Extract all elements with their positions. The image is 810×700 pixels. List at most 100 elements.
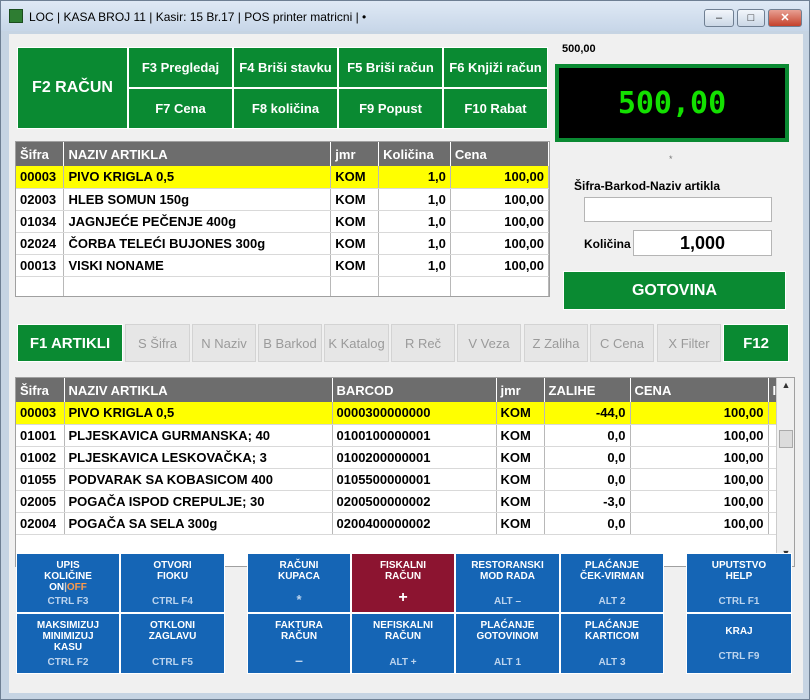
status-dot: *	[669, 154, 673, 164]
col-naziv[interactable]: NAZIV ARTIKLA	[64, 378, 333, 402]
cell-sifra: 02024	[16, 232, 65, 255]
upis-kolicine-button[interactable]: UPIS KOLIČINE ON|OFF CTRL F3	[16, 553, 120, 613]
col-cena[interactable]: Cena	[450, 142, 549, 166]
close-button[interactable]: ✕	[768, 9, 802, 27]
scroll-up-arrow-icon[interactable]: ▲	[781, 380, 791, 390]
maximize-button[interactable]: □	[737, 9, 765, 27]
rabat-button[interactable]: F10 Rabat	[443, 88, 548, 129]
fiskalni-label: FISKALNI RAČUN	[379, 560, 427, 582]
racuni-kupaca-button[interactable]: RAČUNI KUPACA *	[247, 553, 351, 613]
cell-naziv: PODVARAK SA KOBASICOM 400	[64, 468, 333, 491]
receipt-grid[interactable]: Šifra NAZIV ARTIKLA jmr Količina Cena 00…	[15, 141, 550, 297]
title-bar[interactable]: LOC | KASA BROJ 11 | Kasir: 15 Br.17 | P…	[1, 1, 809, 31]
tab-zaliha[interactable]: Z Zaliha	[524, 324, 588, 362]
cell-sifra: 00013	[16, 254, 65, 277]
col-jmr[interactable]: jmr	[496, 378, 545, 402]
gotovina-button[interactable]: GOTOVINA	[563, 271, 786, 310]
kraj-button[interactable]: KRAJ CTRL F9	[686, 613, 792, 674]
receipt-row[interactable]: 01034 JAGNJEĆE PEČENJE 400g KOM 1,0 100,…	[16, 210, 549, 233]
gotovinom-shortcut: ALT 1	[493, 657, 522, 668]
pregledaj-button[interactable]: F3 Pregledaj	[128, 47, 233, 88]
cell-cena: 100,00	[630, 446, 769, 469]
maksimizuj-shortcut: CTRL F2	[47, 657, 89, 668]
col-jmr[interactable]: jmr	[330, 142, 380, 166]
kraj-shortcut: CTRL F9	[718, 651, 760, 662]
articles-grid[interactable]: Šifra NAZIV ARTIKLA BARCOD jmr ZALIHE CE…	[15, 377, 795, 567]
cell-sifra: 01034	[16, 210, 65, 233]
tab-veza[interactable]: V Veza	[457, 324, 521, 362]
article-row[interactable]: 02005 POGAČA ISPOD CREPULJE; 30 02005000…	[16, 490, 787, 513]
tab-sifra[interactable]: S Šifra	[125, 324, 190, 362]
article-row[interactable]: 00003 PIVO KRIGLA 0,5 0000300000000 KOM …	[16, 402, 787, 425]
uputstvo-label: UPUTSTVO HELP	[711, 560, 767, 582]
brisi-racun-button[interactable]: F5 Briši račun	[338, 47, 443, 88]
f12-button[interactable]: F12	[723, 324, 789, 362]
kolicina-button[interactable]: F8 količina	[233, 88, 338, 129]
uputstvo-shortcut: CTRL F1	[718, 596, 760, 607]
otvori-fioku-button[interactable]: OTVORI FIOKU CTRL F4	[120, 553, 225, 613]
cek-shortcut: ALT 2	[598, 596, 626, 607]
col-zalihe[interactable]: ZALIHE	[544, 378, 631, 402]
popust-button[interactable]: F9 Popust	[338, 88, 443, 129]
tab-barkod[interactable]: B Barkod	[258, 324, 322, 362]
brisi-stavku-button[interactable]: F4 Briši stavku	[233, 47, 338, 88]
col-kolicina[interactable]: Količina	[378, 142, 451, 166]
nefiskalni-racun-button[interactable]: NEFISKALNI RAČUN ALT +	[351, 613, 455, 674]
qty-field[interactable]: 1,000	[633, 230, 772, 256]
otkloni-zaglavu-button[interactable]: OTKLONI ZAGLAVU CTRL F5	[120, 613, 225, 674]
articles-scrollbar[interactable]: ▲ ▼	[776, 378, 794, 566]
tab-naziv[interactable]: N Naziv	[192, 324, 256, 362]
article-row[interactable]: 01001 PLJESKAVICA GURMANSKA; 40 01001000…	[16, 424, 787, 447]
gotovinom-label: PLAĆANJE GOTOVINOM	[476, 620, 539, 642]
cell-sifra: 01002	[16, 446, 65, 469]
receipt-row[interactable]: 02003 HLEB SOMUN 150g KOM 1,0 100,00	[16, 188, 549, 211]
otvori-shortcut: CTRL F4	[152, 596, 193, 607]
cell-kolicina: 1,0	[378, 254, 451, 277]
cell-barcod: 0200400000002	[332, 512, 497, 535]
placanje-cek-button[interactable]: PLAĆANJE ČEK-VIRMAN ALT 2	[560, 553, 664, 613]
cell-naziv: POGAČA ISPOD CREPULJE; 30	[64, 490, 333, 513]
receipt-row[interactable]: 02024 ČORBA TELEĆI BUJONES 300g KOM 1,0 …	[16, 232, 549, 255]
receipt-row-empty[interactable]	[16, 276, 549, 296]
receipt-row[interactable]: 00013 VISKI NONAME KOM 1,0 100,00	[16, 254, 549, 277]
tab-cena[interactable]: C Cena	[590, 324, 654, 362]
uputstvo-help-button[interactable]: UPUTSTVO HELP CTRL F1	[686, 553, 792, 613]
col-cena[interactable]: CENA	[630, 378, 769, 402]
faktura-racun-button[interactable]: FAKTURA RAČUN –	[247, 613, 351, 674]
faktura-shortcut: –	[295, 652, 303, 668]
maksimizuj-button[interactable]: MAKSIMIZUJ MINIMIZUJ KASU CTRL F2	[16, 613, 120, 674]
restoranski-mod-button[interactable]: RESTORANSKI MOD RADA ALT –	[455, 553, 560, 613]
fiskalni-racun-button[interactable]: FISKALNI RAČUN +	[351, 553, 455, 613]
receipt-row[interactable]: 00003 PIVO KRIGLA 0,5 KOM 1,0 100,00	[16, 166, 549, 189]
tab-katalog[interactable]: K Katalog	[324, 324, 389, 362]
racun-button[interactable]: F2 RAČUN	[17, 47, 128, 129]
search-input[interactable]	[584, 197, 772, 222]
karticom-shortcut: ALT 3	[598, 657, 626, 668]
cena-button[interactable]: F7 Cena	[128, 88, 233, 129]
cell-jmr: KOM	[330, 232, 380, 255]
main-area: F2 RAČUN F3 Pregledaj F4 Briši stavku F5…	[9, 34, 803, 693]
article-row[interactable]: 01055 PODVARAK SA KOBASICOM 400 01055000…	[16, 468, 787, 491]
tab-rec[interactable]: R Reč	[391, 324, 455, 362]
nefiskalni-label: NEFISKALNI RAČUN	[373, 620, 433, 642]
cell-naziv: ČORBA TELEĆI BUJONES 300g	[63, 232, 332, 255]
article-row[interactable]: 02004 POGAČA SA SELA 300g 0200400000002 …	[16, 512, 787, 535]
upis-line-1: UPIS	[56, 560, 80, 571]
knjizi-racun-button[interactable]: F6 Knjiži račun	[443, 47, 548, 88]
cell-sifra: 02005	[16, 490, 65, 513]
cell-sifra: 01055	[16, 468, 65, 491]
search-label: Šifra-Barkod-Naziv artikla	[574, 179, 721, 193]
cell-sifra: 00003	[16, 166, 65, 189]
tab-artikli[interactable]: F1 ARTIKLI	[17, 324, 123, 362]
minimize-button[interactable]: –	[704, 9, 734, 27]
col-naziv[interactable]: NAZIV ARTIKLA	[63, 142, 332, 166]
tab-filter[interactable]: X Filter	[657, 324, 721, 362]
article-row[interactable]: 01002 PLJESKAVICA LESKOVAČKA; 3 01002000…	[16, 446, 787, 469]
kraj-label: KRAJ	[725, 626, 753, 637]
scroll-thumb[interactable]	[779, 430, 793, 448]
placanje-gotovinom-button[interactable]: PLAĆANJE GOTOVINOM ALT 1	[455, 613, 560, 674]
col-sifra[interactable]: Šifra	[16, 378, 65, 402]
col-barcod[interactable]: BARCOD	[332, 378, 497, 402]
col-sifra[interactable]: Šifra	[16, 142, 65, 166]
placanje-karticom-button[interactable]: PLAĆANJE KARTICOM ALT 3	[560, 613, 664, 674]
